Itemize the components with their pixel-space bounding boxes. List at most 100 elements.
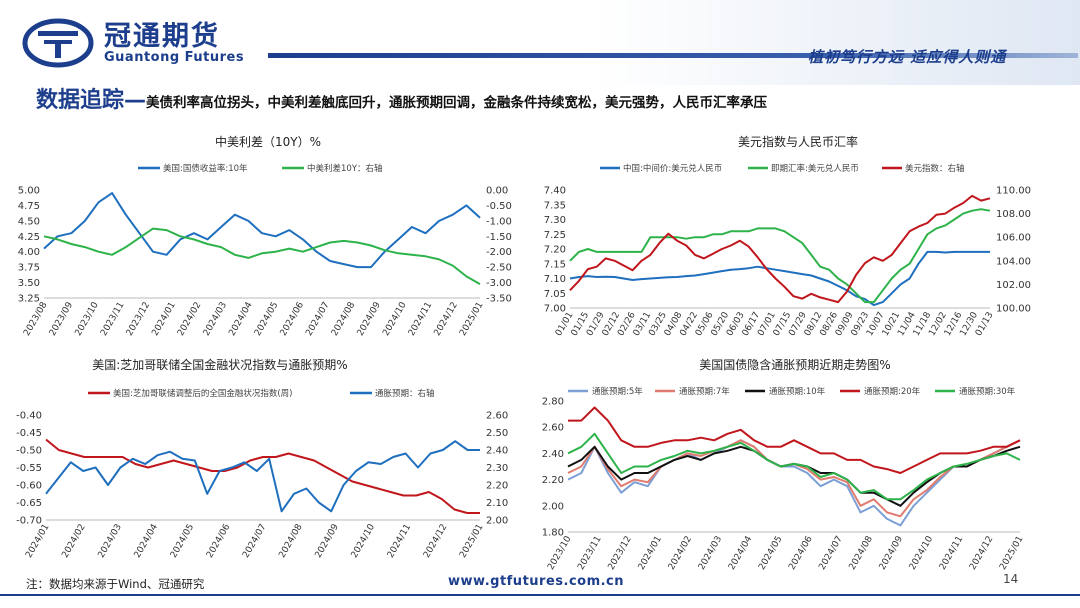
x-tick-label: 2024/08 — [330, 300, 357, 338]
x-tick-label: 2024/04 — [727, 534, 754, 572]
guantong-logo-icon — [22, 18, 94, 68]
chart-financial-conditions-svg: 美国:芝加哥联储全国金融状况指数与通胀预期% 美国:芝加哥联储调整后的全国金融状… — [16, 357, 508, 560]
series-line — [567, 439, 1021, 518]
chart-title: 美国:芝加哥联储全国金融状况指数与通胀预期% — [92, 357, 347, 372]
x-tick-label: 2024/05 — [253, 301, 280, 338]
y-tick-label-right: 0.00 — [486, 186, 508, 197]
x-tick-label: 2025/01 — [458, 523, 485, 560]
x-tick-label: 2023/08 — [22, 300, 49, 338]
x-tick-label: 2024/10 — [908, 534, 935, 572]
y-tick-label-left: -0.45 — [16, 428, 42, 439]
y-tick-label-right: 2.40 — [486, 446, 508, 457]
x-tick-label: 2024/09 — [314, 522, 341, 560]
chart-breakeven-inflation: 美国国债隐含通胀预期近期走势图% 通胀预期:5年 通胀预期:7年 通胀预期:10… — [540, 355, 1070, 572]
legend-label: 中国:中间价:美元兑人民币 — [623, 163, 722, 174]
series-line — [569, 250, 990, 307]
chart-financial-conditions: 美国:芝加哥联储全国金融状况指数与通胀预期% 美国:芝加哥联储调整后的全国金融状… — [10, 355, 525, 570]
series-line — [45, 440, 480, 513]
x-tick-label: 2024/02 — [176, 301, 203, 338]
y-tick-label-right: -0.50 — [486, 201, 512, 212]
series-line — [569, 194, 991, 304]
page-title-main: 数据追踪— — [36, 88, 147, 113]
y-tick-label-left: 7.40 — [544, 186, 566, 197]
y-tick-label-left: 2.80 — [542, 397, 564, 408]
y-tick-label-left: 2.60 — [542, 423, 564, 434]
x-tick-label: 2024/05 — [169, 523, 196, 560]
y-tick-label-right: 108.00 — [996, 209, 1031, 220]
series-line — [567, 439, 1021, 527]
y-tick-label-left: 7.35 — [544, 200, 566, 211]
legend-label: 美国:国债收益率:10年 — [163, 163, 248, 174]
y-tick-label-left: 1.80 — [542, 528, 564, 539]
x-tick-label: 2024/04 — [133, 522, 160, 560]
y-tick-label-left: -0.60 — [16, 481, 42, 492]
header-divider — [268, 53, 1078, 58]
brand-name-cn: 冠通期货 — [104, 21, 220, 52]
y-tick-label-left: 2.20 — [542, 475, 564, 486]
y-tick-label-right: 2.50 — [486, 428, 508, 439]
series-line — [43, 227, 481, 285]
x-tick-label: 2023/09 — [48, 300, 75, 338]
y-tick-label-left: 3.25 — [18, 294, 40, 305]
chart-title: 美元指数与人民币汇率 — [738, 134, 858, 149]
x-tick-label: 2024/12 — [968, 535, 995, 572]
plot-area: -0.40 -0.45 -0.50 -0.55 -0.60 -0.65 -0.70 2.60 2… — [16, 411, 508, 560]
x-tick-label: 2024/01 — [637, 535, 664, 572]
y-tick-label-left: 4.00 — [18, 247, 40, 258]
x-tick-label: 2024/02 — [60, 523, 87, 560]
y-tick-label-right: -3.50 — [486, 294, 512, 305]
page-number: 14 — [1003, 572, 1019, 586]
chart-usd-cny-svg: 美元指数与人民币汇率 中国:中间价:美元兑人民币 即期汇率:美元兑人民币 美元指… — [544, 134, 1031, 338]
y-tick-label-left: 3.50 — [18, 278, 40, 289]
x-tick-label: 2024/06 — [279, 300, 306, 338]
legend-label: 通胀预期:5年 — [592, 386, 643, 397]
x-tick-label: 2024/06 — [205, 522, 232, 560]
chart-breakeven-inflation-svg: 美国国债隐含通胀预期近期走势图% 通胀预期:5年 通胀预期:7年 通胀预期:10… — [542, 357, 1026, 572]
x-tick-label: 2024/12 — [422, 523, 449, 560]
legend-label: 即期汇率:美元兑人民币 — [771, 163, 859, 174]
chart-us-cn-spread: 中美利差（10Y）% 美国:国债收益率:10年 中美利差10Y：右轴 5.00 4… — [10, 128, 525, 350]
y-tick-label-right: 2.30 — [486, 463, 508, 474]
x-tick-label: 2024/01 — [24, 523, 51, 560]
legend-label: 通胀预期:30年 — [959, 386, 1016, 397]
x-tick-label: 2024/03 — [97, 523, 124, 560]
legend-label: 美国:芝加哥联储调整后的全国金融状况指数(周) — [113, 388, 293, 399]
x-tick-label: 2024/02 — [667, 535, 694, 572]
y-tick-label-left: 4.50 — [18, 216, 40, 227]
y-tick-label-left: -0.70 — [16, 516, 42, 527]
series-line — [567, 445, 1021, 507]
y-tick-label-right: 110.00 — [996, 186, 1031, 197]
legend: 通胀预期:5年 通胀预期:7年 通胀预期:10年 通胀预期:20年 通胀预期:3… — [568, 386, 1016, 397]
x-tick-label: 2023/11 — [99, 301, 126, 338]
series-line — [567, 432, 1021, 501]
legend: 中国:中间价:美元兑人民币 即期汇率:美元兑人民币 美元指数：右轴 — [600, 163, 965, 174]
x-tick-label: 2024/12 — [433, 301, 460, 338]
series-line — [45, 438, 480, 514]
series-line — [43, 192, 481, 269]
x-tick-label: 2023/12 — [607, 535, 634, 572]
y-tick-label-left: -0.40 — [16, 411, 42, 422]
website-url[interactable]: www.gtfutures.com.cn — [448, 574, 625, 589]
x-tick-label: 2024/11 — [407, 301, 434, 338]
x-tick-label: 2024/03 — [697, 535, 724, 572]
x-tick-label: 2024/10 — [350, 522, 377, 560]
legend-label: 通胀预期:20年 — [864, 386, 921, 397]
y-tick-label-right: -1.00 — [486, 216, 512, 227]
header-band — [0, 0, 1080, 85]
y-tick-label-left: 7.20 — [544, 245, 566, 256]
footer-divider — [0, 594, 1080, 596]
y-tick-label-right: 2.60 — [486, 411, 508, 422]
x-tick-label: 2024/08 — [848, 534, 875, 572]
x-tick-label: 2024/03 — [202, 301, 229, 338]
chart-usd-cny: 美元指数与人民币汇率 中国:中间价:美元兑人民币 即期汇率:美元兑人民币 美元指… — [540, 128, 1070, 350]
y-tick-label-right: 2.20 — [486, 481, 508, 492]
y-tick-label-left: 7.00 — [544, 304, 566, 315]
y-tick-label-left: 5.00 — [18, 186, 40, 197]
y-tick-label-right: 102.00 — [996, 280, 1031, 291]
y-tick-label-left: 7.25 — [544, 230, 566, 241]
x-tick-label: 2024/07 — [817, 535, 844, 572]
y-tick-label-left: -0.65 — [16, 498, 42, 509]
chart-us-cn-spread-svg: 中美利差（10Y）% 美国:国债收益率:10年 中美利差10Y：右轴 5.00 4… — [18, 134, 512, 338]
x-tick-label: 2025/01 — [458, 301, 485, 338]
x-tick-label: 2023/11 — [576, 535, 603, 572]
